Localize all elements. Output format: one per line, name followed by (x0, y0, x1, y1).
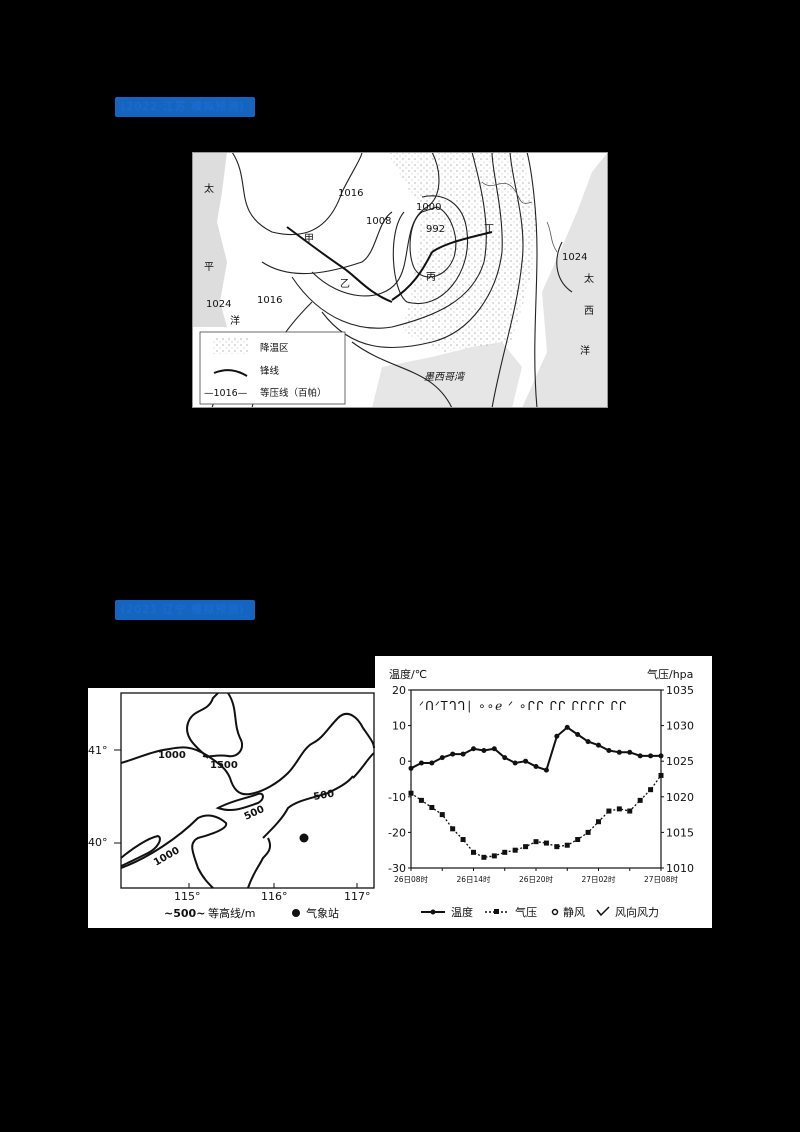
lat-label: 40° (88, 836, 108, 849)
y-tick-left: -20 (388, 826, 406, 839)
legend-contour: 等高线/m (208, 906, 255, 920)
lon-label: 115° (174, 890, 201, 903)
y-tick-right: 1035 (666, 684, 694, 697)
legend-isobar-sample: —1016— (204, 388, 248, 399)
temperature-line (410, 726, 661, 772)
legend-calm: 静风 (563, 905, 585, 919)
left-axis-title: 温度/℃ (389, 667, 427, 681)
ocean-label: 太 (204, 182, 214, 195)
wind-symbol-row: ᐟᑎᐟᎢᒉᒉ∣ ∘∘ℯ ᐟ ∘ᒋᒋ ᒋᒋ ᒋᒋᒋᒋ ᒋᒋ (419, 699, 627, 713)
lat-label: 41° (88, 744, 108, 757)
x-tick-label: 27日02时 (581, 874, 616, 884)
legend-pressure: 气压 (515, 905, 537, 919)
legend-cooling-area: 降温区 (260, 342, 289, 354)
x-tick-label: 26日20时 (519, 874, 554, 884)
contour-label: 1000 (158, 750, 186, 761)
x-tick-label: 27日08时 (644, 874, 679, 884)
y-tick-left: -10 (388, 791, 406, 804)
legend-wind: 风向风力 (615, 905, 659, 919)
lon-label: 117° (344, 890, 371, 903)
point-label-jia: 甲 (304, 234, 314, 245)
legend-temperature: 温度 (451, 905, 473, 919)
y-tick-left: -30 (388, 862, 406, 875)
legend-contour-sample: ~500~ (164, 907, 205, 920)
contour-label: 1000 (152, 845, 182, 868)
x-tick-label: 26日08时 (394, 874, 429, 884)
ocean-label: 太 (584, 272, 594, 285)
weather-chart-figure: 温度/℃ 气压/hpa 20 10 0 -10 -20 -30 1035 1030 1025 1… (375, 656, 712, 928)
heading-text: (2022·江苏·模拟预测) (121, 100, 245, 113)
isobar-label: 1016 (338, 188, 363, 199)
y-tick-left: 0 (399, 755, 406, 768)
weather-map-figure: 太 平 洋 太 西 洋 墨西哥湾 1016 1008 1000 992 1024… (192, 151, 608, 409)
legend-isobar: 等压线（百帕） (260, 387, 327, 399)
point-label-bing: 丙 (426, 272, 436, 283)
question-source-heading-2: (2021·辽宁·模拟预测) (115, 600, 255, 620)
x-tick-label: 26日14时 (456, 874, 491, 884)
weather-map-svg: 太 平 洋 太 西 洋 墨西哥湾 1016 1008 1000 992 1024… (192, 151, 608, 409)
legend-station: 气象站 (306, 906, 339, 920)
ocean-label: 洋 (580, 344, 590, 357)
y-tick-right: 1020 (666, 791, 694, 804)
map-legend: 降温区 锋线 —1016— 等压线（百帕） (199, 331, 346, 405)
y-tick-right: 1010 (666, 862, 694, 875)
heading-text: (2021·辽宁·模拟预测) (121, 603, 245, 616)
isobar-label: 992 (426, 224, 445, 235)
y-tick-left: 10 (392, 720, 406, 733)
isobar-label: 1024 (562, 252, 587, 263)
gulf-label: 墨西哥湾 (424, 371, 466, 383)
topographic-map-svg: 41° 40° 115° 116° 117° 1000 1500 500 500… (88, 692, 375, 920)
topo-legend: ~500~ 等高线/m 气象站 (164, 906, 339, 920)
ocean-label: 洋 (230, 314, 240, 327)
svg-text:ᐟᑎᐟᎢᒉᒉ∣ ∘∘ℯ ᐟ ∘ᒋᒋ ᒋᒋ ᒋᒋᒋᒋ ᒋᒋ: ᐟᑎᐟᎢᒉᒉ∣ ∘∘ℯ ᐟ ∘ᒋᒋ ᒋᒋ ᒋᒋᒋᒋ ᒋᒋ (419, 699, 627, 713)
point-label-yi: 乙 (340, 278, 350, 290)
isobar-label: 1000 (416, 202, 441, 213)
isobar-label: 1008 (366, 216, 391, 227)
question-source-heading-1: (2022·江苏·模拟预测) (115, 97, 255, 117)
isobar-label: 1024 (206, 299, 231, 310)
weather-chart-svg: 温度/℃ 气压/hpa 20 10 0 -10 -20 -30 1035 1030 1025 1… (388, 667, 694, 919)
pressure-line (410, 775, 662, 858)
point-label-ding: 丁 (484, 224, 494, 235)
chart-legend: 温度 气压 静风 风向风力 (421, 905, 659, 919)
y-tick-right: 1015 (666, 826, 694, 839)
right-axis-title: 气压/hpa (647, 667, 693, 681)
isobar-label: 1016 (257, 295, 282, 306)
y-tick-right: 1025 (666, 755, 694, 768)
topographic-map-figure: 41° 40° 115° 116° 117° 1000 1500 500 500… (88, 688, 378, 928)
legend-front: 锋线 (260, 365, 280, 377)
contour-label: 1500 (210, 760, 238, 771)
y-tick-right: 1030 (666, 720, 694, 733)
lon-label: 116° (261, 890, 288, 903)
y-tick-left: 20 (392, 684, 406, 697)
weather-station-marker (299, 833, 309, 843)
ocean-label: 西 (584, 306, 594, 317)
ocean-label: 平 (204, 262, 214, 273)
contour-label: 500 (313, 788, 336, 802)
